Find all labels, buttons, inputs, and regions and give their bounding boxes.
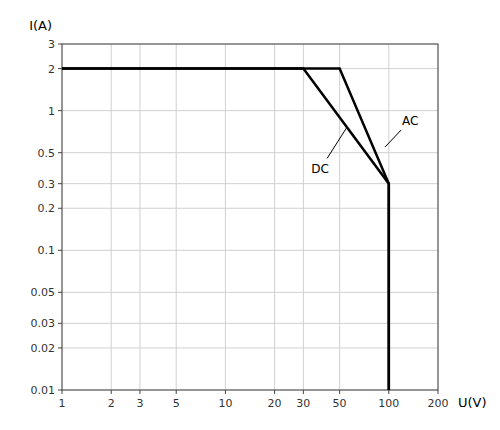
x-tick-label: 10 [218, 397, 232, 410]
grid-line [62, 292, 438, 293]
grid-line [62, 323, 438, 324]
x-tick [139, 390, 140, 394]
grid [62, 44, 438, 390]
x-tick [303, 390, 304, 394]
annotation-line [385, 130, 401, 147]
y-tick [58, 250, 62, 251]
x-tick-label: 100 [378, 397, 399, 410]
y-tick [58, 323, 62, 324]
y-tick [58, 390, 62, 391]
x-tick [62, 390, 63, 394]
x-tick [225, 390, 226, 394]
grid-line [339, 44, 340, 390]
y-tick-label: 0.05 [31, 286, 56, 299]
y-tick [58, 292, 62, 293]
y-tick-label: 0.3 [38, 178, 56, 191]
x-tick [339, 390, 340, 394]
y-tick [58, 68, 62, 69]
x-axis-label: U(V) [458, 395, 487, 410]
annotation-text: AC [402, 114, 418, 128]
plot-frame [62, 44, 438, 390]
grid-line [62, 152, 438, 153]
x-tick-label: 20 [268, 397, 282, 410]
y-tick-label: 0.2 [38, 202, 56, 215]
plot-area [62, 69, 389, 390]
x-tick [111, 390, 112, 394]
grid-line [139, 44, 140, 390]
grid-line [62, 110, 438, 111]
y-tick-label: 0.5 [38, 147, 56, 160]
annotations: DC AC [311, 114, 418, 177]
x-tick-label: 30 [296, 397, 310, 410]
y-tick-label: 2 [48, 63, 55, 76]
x-tick-label: 5 [173, 397, 180, 410]
y-axis-label: I(A) [29, 18, 52, 33]
axes: 1 2 3 5 10 20 30 50 100 200 0.01 0.02 0.03 0.05 0.1 0.2… [31, 38, 449, 410]
y-tick [58, 208, 62, 209]
grid-line [111, 44, 112, 390]
x-tick [438, 390, 439, 394]
x-tick [388, 390, 389, 394]
x-tick-label: 3 [136, 397, 143, 410]
grid-line [62, 250, 438, 251]
y-tick [58, 152, 62, 153]
y-tick-label: 3 [48, 38, 55, 51]
y-tick [58, 110, 62, 111]
grid-line [62, 208, 438, 209]
chart: 1 2 3 5 10 20 30 50 100 200 0.01 0.02 0.03 0.05 0.1 0.2… [0, 0, 500, 430]
y-tick-label: 0.02 [31, 342, 56, 355]
grid-line [274, 44, 275, 390]
x-tick-label: 2 [108, 397, 115, 410]
grid-line [303, 44, 304, 390]
y-tick-label: 0.01 [31, 384, 56, 397]
grid-line [62, 347, 438, 348]
grid-line [176, 44, 177, 390]
y-tick [58, 44, 62, 45]
x-tick-label: 1 [59, 397, 66, 410]
grid-line [62, 183, 438, 184]
annotation-line [327, 128, 346, 158]
y-tick [58, 347, 62, 348]
series-line [62, 69, 389, 390]
x-tick [176, 390, 177, 394]
y-tick-label: 0.03 [31, 317, 56, 330]
grid-line [225, 44, 226, 390]
y-tick-label: 0.1 [38, 244, 56, 257]
y-tick-label: 1 [48, 105, 55, 118]
x-tick-label: 50 [333, 397, 347, 410]
x-tick [274, 390, 275, 394]
annotation-text: DC [311, 162, 329, 176]
series-line [62, 69, 389, 390]
y-tick [58, 183, 62, 184]
x-tick-label: 200 [428, 397, 449, 410]
